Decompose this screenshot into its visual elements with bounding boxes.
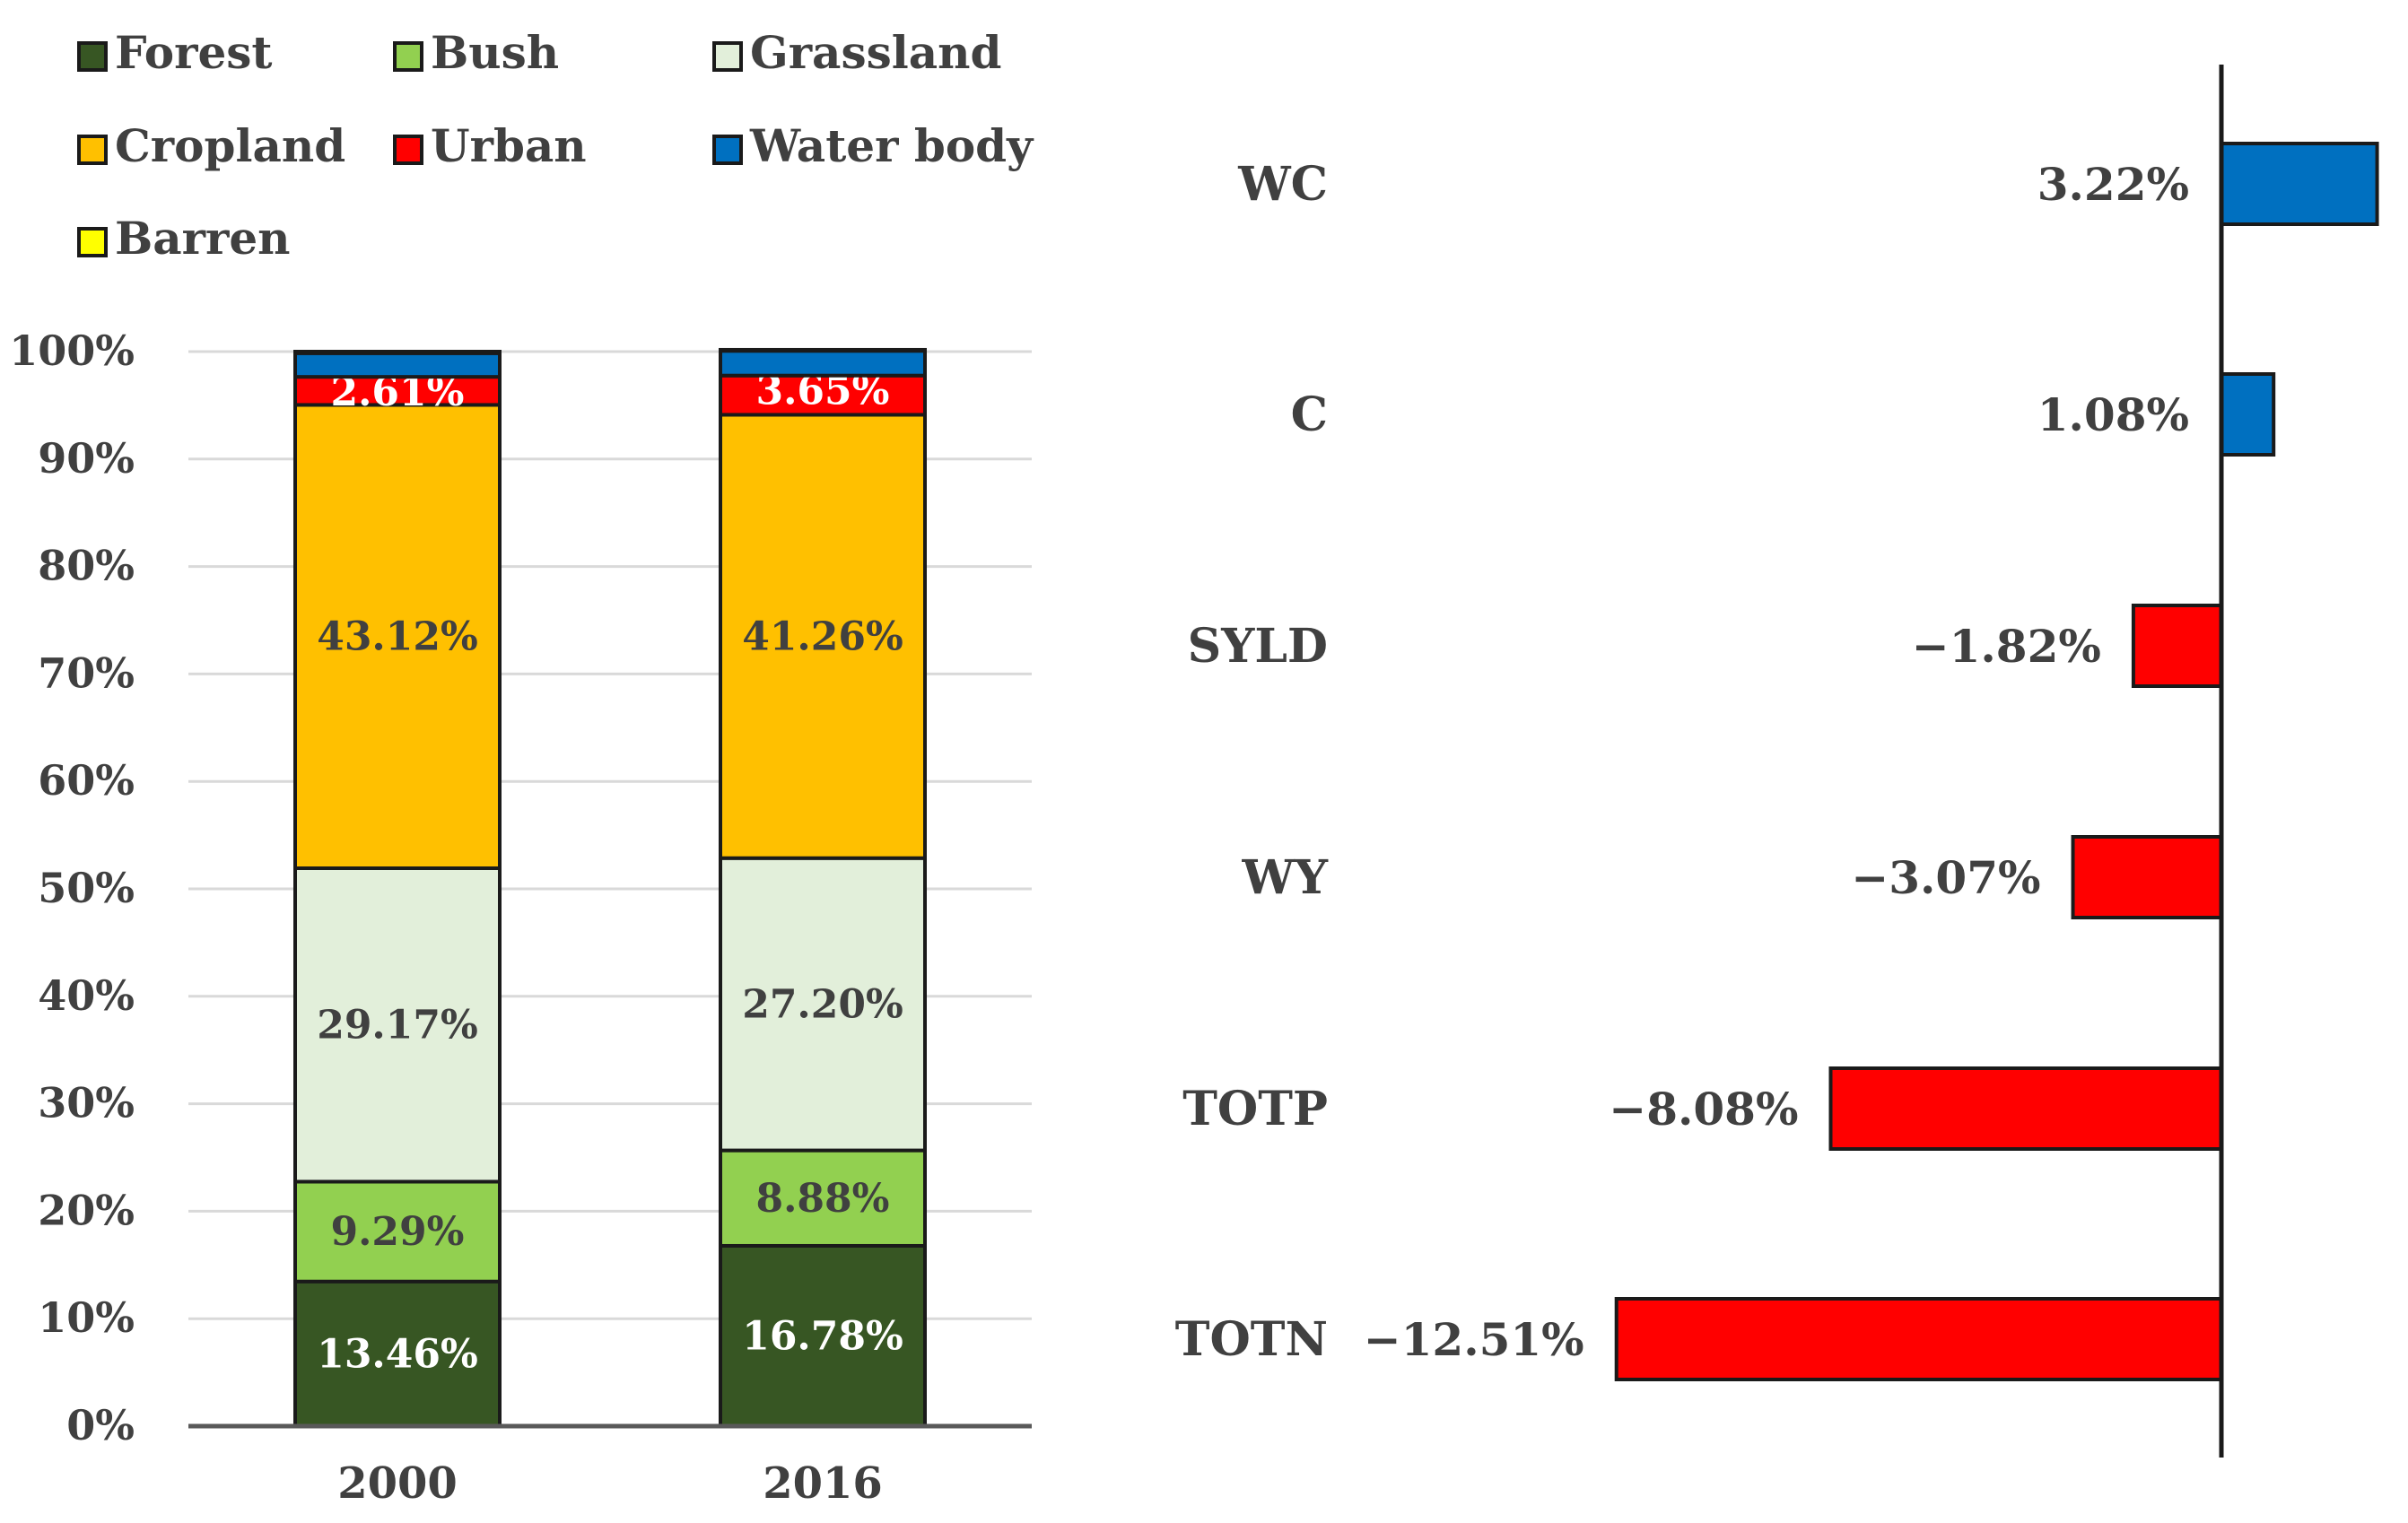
stacked-bars: 13.46%9.29%29.17%43.12%2.61%200016.78%8.… xyxy=(293,347,927,1509)
hbar-row-wc: WC 3.22% xyxy=(1237,142,2379,226)
legend-swatch xyxy=(393,41,423,72)
hbar-totn xyxy=(1614,1297,2224,1381)
legend-swatch xyxy=(77,41,108,72)
legend-swatch xyxy=(77,135,108,165)
data-label-forest: 16.78% xyxy=(742,1313,903,1359)
bar-2016: 16.78%8.88%27.20%41.26%3.65%2016 xyxy=(719,347,927,1509)
data-label-grassland: 27.20% xyxy=(742,982,903,1028)
hbar-row-totn: TOTN −12.51% xyxy=(1175,1297,2224,1381)
segment-grassland-2000 xyxy=(293,866,502,1184)
data-label-cropland: 41.26% xyxy=(742,614,903,660)
hbar-category-label: TOTP xyxy=(1182,1082,1328,1136)
legend-item-cropland: Cropland xyxy=(77,119,345,172)
change-horizontal-bar-chart: WC 3.22% C 1.08% SYLD −1.82% WY −3.07% TOTP −8.08… xyxy=(1175,65,2379,1458)
segment-water-body-2016 xyxy=(719,349,927,378)
hbar-category-label: WC xyxy=(1237,157,1328,212)
hbar-value-label: −3.07% xyxy=(1851,851,2040,904)
hbar-value-label: −12.51% xyxy=(1364,1313,1584,1366)
segment-cropland-2000 xyxy=(293,403,502,870)
segment-cropland-2016 xyxy=(719,413,927,860)
legend-swatch xyxy=(712,41,743,72)
y-tick-label: 70% xyxy=(38,648,135,697)
hbar-row-syld: SYLD −1.82% xyxy=(1188,604,2224,688)
legend-item-urban: Urban xyxy=(393,119,587,172)
legend-label: Urban xyxy=(431,119,587,172)
y-tick-label: 40% xyxy=(38,971,135,1020)
data-label-bush: 9.29% xyxy=(331,1209,465,1255)
segment-barren-2000 xyxy=(293,350,502,355)
y-tick-label: 20% xyxy=(38,1186,135,1234)
hbar-totp xyxy=(1828,1066,2224,1151)
data-label-bush: 8.88% xyxy=(756,1176,890,1222)
legend-item-forest: Forest xyxy=(77,26,273,79)
hbar-value-label: 1.08% xyxy=(2037,388,2189,441)
hbar-category-label: TOTN xyxy=(1175,1312,1328,1367)
data-label-grassland: 29.17% xyxy=(317,1003,478,1049)
hbar-category-label: WY xyxy=(1241,850,1328,905)
hbar-category-label: C xyxy=(1291,387,1328,442)
legend: Forest Bush Grassland Cropland Urban Water bo… xyxy=(77,26,1034,265)
hbar-row-totp: TOTP −8.08% xyxy=(1182,1066,2224,1151)
y-tick-label: 10% xyxy=(38,1293,135,1342)
segment-forest-2016 xyxy=(719,1243,927,1428)
hbar-c xyxy=(2220,372,2276,457)
y-tick-label: 90% xyxy=(38,434,135,483)
segment-barren-2016 xyxy=(719,347,927,353)
legend-label: Grassland xyxy=(750,26,1001,79)
y-axis: 0% 10% 20% 30% 40% 50% 60% 70% 80% 90% 100% xyxy=(9,326,1032,1449)
data-label-forest: 13.46% xyxy=(317,1331,478,1377)
legend-label: Barren xyxy=(115,212,291,265)
hbar-syld xyxy=(2131,604,2224,688)
hbar-value-label: −8.08% xyxy=(1609,1083,1798,1136)
segment-bush-2016 xyxy=(719,1148,927,1248)
legend-swatch xyxy=(712,135,743,165)
legend-item-bush: Bush xyxy=(393,26,559,79)
bar-2000: 13.46%9.29%29.17%43.12%2.61%2000 xyxy=(293,350,502,1509)
legend-item-barren: Barren xyxy=(77,212,291,265)
segment-water-body-2000 xyxy=(293,351,502,379)
legend-swatch xyxy=(393,135,423,165)
legend-label: Cropland xyxy=(115,119,345,172)
hbar-row-c: C 1.08% xyxy=(1291,372,2276,457)
x-tick-label: 2000 xyxy=(337,1458,458,1509)
hbar-value-label: −1.82% xyxy=(1912,620,2101,673)
y-tick-label: 100% xyxy=(9,326,135,375)
segment-bush-2000 xyxy=(293,1179,502,1284)
data-label-cropland: 43.12% xyxy=(317,614,478,660)
land-use-stacked-bar-chart: 13.46%9.29%29.17%43.12%2.61%200016.78%8.… xyxy=(9,326,1032,1509)
x-tick-label: 2016 xyxy=(763,1458,883,1509)
hbar-wy xyxy=(2071,835,2224,919)
y-tick-label: 30% xyxy=(38,1079,135,1127)
legend-item-grassland: Grassland xyxy=(712,26,1001,79)
hbar-value-label: 3.22% xyxy=(2037,158,2189,211)
y-tick-label: 80% xyxy=(38,542,135,590)
y-tick-label: 0% xyxy=(66,1401,135,1449)
legend-label: Water body xyxy=(749,119,1034,172)
y-tick-label: 50% xyxy=(38,864,135,912)
segment-grassland-2016 xyxy=(719,856,927,1153)
legend-label: Forest xyxy=(115,26,273,79)
y-tick-label: 60% xyxy=(38,756,135,805)
hbar-row-wy: WY −3.07% xyxy=(1241,835,2224,919)
hbar-category-label: SYLD xyxy=(1188,619,1328,674)
legend-label: Bush xyxy=(431,26,559,79)
hbar-wc xyxy=(2220,142,2379,226)
legend-item-water-body: Water body xyxy=(712,119,1034,172)
legend-swatch xyxy=(77,227,108,257)
